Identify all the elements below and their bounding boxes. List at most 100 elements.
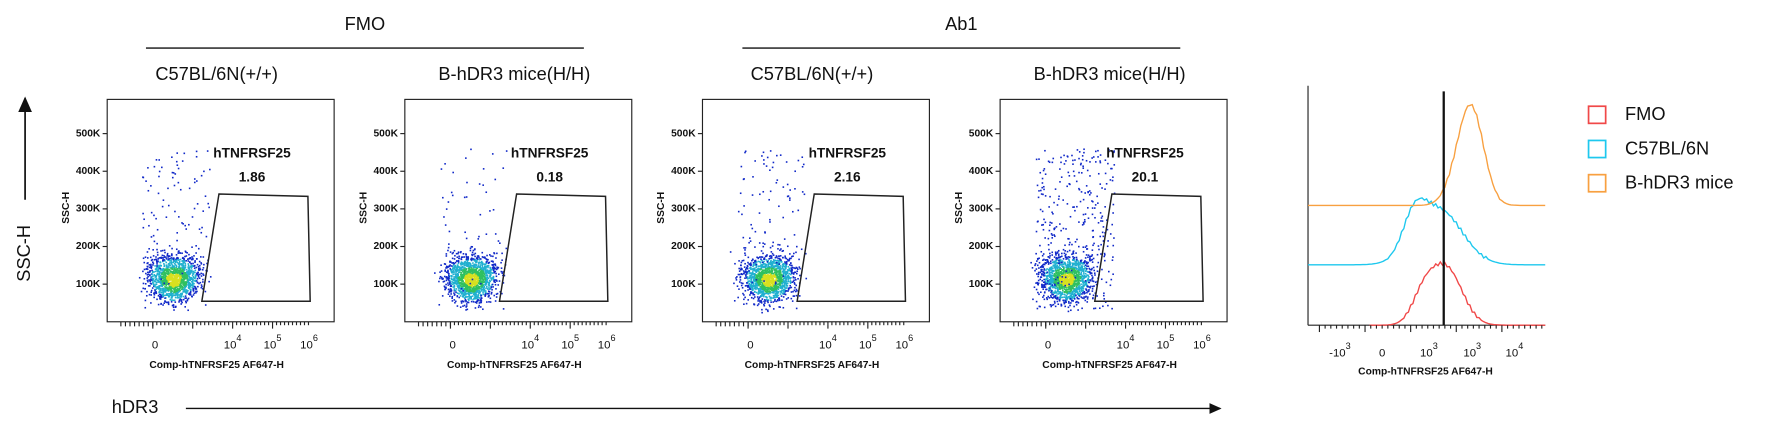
event-dot bbox=[470, 273, 472, 276]
event-dot bbox=[465, 274, 467, 277]
event-dot bbox=[788, 259, 790, 262]
event-dot bbox=[764, 289, 766, 292]
event-dot bbox=[773, 286, 776, 288]
event-dot bbox=[439, 271, 441, 273]
event-dot bbox=[491, 268, 493, 271]
event-dot bbox=[158, 296, 161, 298]
tick-exp: 6 bbox=[610, 333, 615, 343]
event-dot bbox=[753, 267, 756, 270]
event-dot bbox=[478, 283, 480, 285]
event-dot bbox=[164, 294, 167, 297]
event-dot bbox=[178, 260, 181, 263]
event-dot bbox=[182, 283, 185, 285]
event-dot bbox=[455, 282, 458, 285]
event-dot bbox=[453, 262, 456, 265]
event-dot bbox=[178, 277, 181, 280]
event-dot bbox=[471, 251, 474, 254]
event-dot bbox=[761, 285, 763, 287]
event-dot bbox=[454, 254, 456, 257]
event-dot bbox=[738, 281, 741, 283]
event-dot bbox=[150, 264, 152, 267]
event-dot bbox=[758, 296, 761, 299]
event-dot bbox=[774, 281, 777, 284]
event-dot bbox=[176, 293, 179, 295]
event-dot bbox=[174, 277, 177, 280]
event-dot bbox=[452, 251, 454, 254]
event-dot bbox=[165, 275, 167, 278]
event-dot bbox=[152, 275, 154, 278]
event-dot bbox=[483, 266, 486, 269]
event-dot bbox=[188, 273, 191, 275]
tick-exp: 5 bbox=[276, 333, 281, 343]
event-dot bbox=[752, 273, 755, 275]
event-dot bbox=[151, 271, 154, 274]
event-dot bbox=[481, 273, 484, 276]
event-dot bbox=[144, 306, 147, 309]
event-dot bbox=[789, 280, 792, 282]
event-dot bbox=[453, 289, 456, 291]
event-dot bbox=[161, 294, 163, 296]
event-dot bbox=[189, 269, 191, 272]
event-dot bbox=[161, 257, 164, 259]
event-dot bbox=[157, 192, 160, 195]
event-dot bbox=[478, 288, 481, 290]
event-dot bbox=[458, 268, 461, 270]
event-dot bbox=[769, 246, 772, 249]
event-dot bbox=[460, 258, 463, 261]
event-dot bbox=[161, 272, 164, 274]
event-dot bbox=[752, 258, 754, 261]
event-dot bbox=[491, 264, 493, 266]
event-dot bbox=[158, 175, 160, 178]
event-dot bbox=[480, 299, 483, 302]
event-dot bbox=[155, 258, 158, 261]
panel-title: B-hDR3 mice(H/H) bbox=[438, 63, 590, 84]
event-dot bbox=[768, 267, 771, 269]
event-dot bbox=[445, 267, 447, 269]
event-dot bbox=[783, 238, 786, 240]
event-dot bbox=[487, 295, 490, 297]
event-dot bbox=[189, 290, 192, 293]
event-dot bbox=[762, 270, 764, 273]
event-dot bbox=[447, 246, 450, 249]
event-dot bbox=[459, 271, 461, 273]
event-dot bbox=[750, 284, 752, 287]
event-dot bbox=[494, 178, 497, 181]
event-dot bbox=[469, 264, 472, 267]
event-dot bbox=[146, 262, 149, 265]
event-dot bbox=[143, 218, 145, 221]
event-dot bbox=[474, 301, 477, 304]
event-dot bbox=[156, 279, 159, 282]
event-dot bbox=[165, 280, 168, 282]
event-dot bbox=[175, 254, 178, 256]
event-dot bbox=[157, 257, 160, 260]
event-dot bbox=[458, 285, 460, 287]
event-dot bbox=[762, 242, 764, 245]
event-dot bbox=[765, 165, 768, 167]
event-dot bbox=[164, 278, 167, 280]
event-dot bbox=[771, 270, 773, 272]
event-dot bbox=[779, 286, 782, 289]
event-dot bbox=[145, 268, 148, 270]
event-dot bbox=[465, 253, 467, 255]
event-dot bbox=[774, 259, 777, 262]
event-dot bbox=[470, 300, 473, 303]
event-dot bbox=[467, 259, 470, 261]
event-dot bbox=[196, 258, 198, 260]
event-dot bbox=[177, 167, 180, 170]
event-dot bbox=[195, 288, 198, 290]
event-dot bbox=[769, 257, 772, 259]
event-dot bbox=[472, 282, 475, 285]
event-dot bbox=[176, 295, 179, 297]
event-dot bbox=[757, 270, 759, 272]
event-dot bbox=[170, 291, 172, 293]
event-dot bbox=[448, 230, 451, 233]
event-dot bbox=[779, 276, 782, 279]
event-dot bbox=[793, 279, 795, 282]
event-dot bbox=[444, 163, 446, 165]
event-dot bbox=[485, 191, 488, 194]
event-dot bbox=[158, 286, 161, 288]
event-dot bbox=[746, 282, 748, 284]
event-dot bbox=[765, 274, 768, 277]
event-dot bbox=[156, 261, 158, 263]
event-dot bbox=[470, 295, 473, 298]
